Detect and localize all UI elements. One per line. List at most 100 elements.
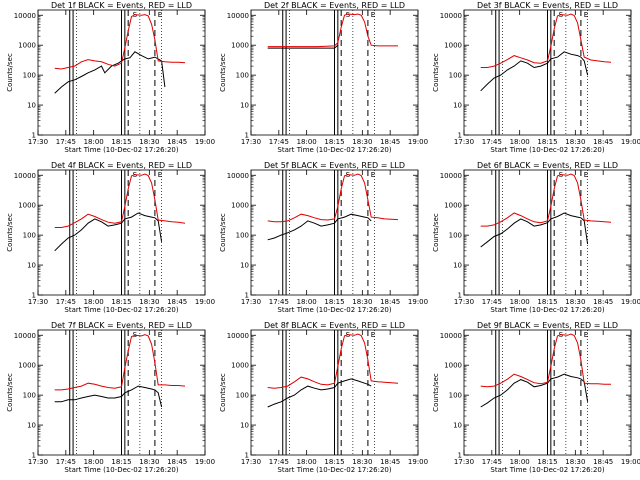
x-tick-label: 18:45 (380, 138, 400, 146)
lld-series-line (480, 13, 612, 68)
x-axis-label: Start Time (10-Dec-02 17:26:20) (64, 146, 178, 154)
x-axis-label: Start Time (10-Dec-02 17:26:20) (64, 306, 178, 314)
y-tick-label: 10000 (440, 12, 462, 20)
x-tick-label: 19:00 (408, 138, 428, 146)
x-tick-label: 17:30 (241, 138, 261, 146)
x-tick-label: 17:45 (56, 138, 76, 146)
x-tick-label: 17:45 (56, 298, 76, 306)
y-tick-label: 10 (27, 262, 36, 270)
events-series-line (267, 378, 372, 408)
lld-series-line (267, 173, 399, 223)
y-axis-label: Counts/sec (432, 53, 440, 92)
panel-5: Det 5f BLACK = Events, RED = LLD 1 10 100 10… (219, 161, 428, 314)
y-tick-label: 1 (32, 292, 36, 300)
x-tick-label: 18:30 (352, 138, 372, 146)
events-series-line (54, 212, 163, 252)
y-tick-label: 1000 (231, 362, 249, 370)
x-tick-label: 17:30 (454, 458, 474, 466)
x-tick-label: 17:30 (454, 138, 474, 146)
x-tick-label: 17:30 (241, 458, 261, 466)
marker-letter: E (371, 11, 375, 19)
x-tick-label: 18:30 (139, 458, 159, 466)
y-tick-label: 1 (245, 452, 249, 460)
y-tick-label: 10 (27, 102, 36, 110)
x-tick-label: 18:15 (324, 138, 344, 146)
marker-letter: E (371, 331, 375, 339)
x-tick-label: 18:45 (380, 298, 400, 306)
panel-7: Det 7f BLACK = Events, RED = LLD 1 10 100 10… (6, 321, 215, 474)
x-tick-label: 18:00 (510, 138, 530, 146)
y-axis-label: Counts/sec (6, 213, 14, 252)
y-tick-label: 1000 (231, 202, 249, 210)
marker-letter: E (371, 171, 375, 179)
y-tick-label: 1000 (444, 362, 462, 370)
y-tick-label: 1000 (18, 42, 36, 50)
y-tick-label: 10 (240, 102, 249, 110)
x-tick-label: 18:30 (565, 298, 585, 306)
x-tick-label: 17:45 (269, 138, 289, 146)
y-axis-label: Counts/sec (219, 53, 227, 92)
y-tick-label: 100 (236, 392, 249, 400)
x-tick-label: 18:30 (565, 138, 585, 146)
x-tick-label: 18:30 (352, 298, 372, 306)
y-tick-label: 10 (453, 262, 462, 270)
x-tick-label: 19:00 (408, 298, 428, 306)
events-series-line (267, 44, 339, 49)
x-tick-label: 18:15 (111, 458, 131, 466)
y-tick-label: 1 (458, 132, 462, 140)
x-tick-label: 18:00 (297, 138, 317, 146)
x-tick-label: 19:00 (621, 138, 640, 146)
x-tick-label: 18:00 (84, 138, 104, 146)
y-axis-label: Counts/sec (432, 213, 440, 252)
lld-series-line (267, 13, 398, 48)
panel-title: Det 4f BLACK = Events, RED = LLD (51, 161, 192, 170)
x-axis-label: Start Time (10-Dec-02 17:26:20) (490, 306, 604, 314)
x-tick-label: 18:45 (167, 138, 187, 146)
y-tick-label: 1 (245, 292, 249, 300)
y-axis-label: Counts/sec (432, 373, 440, 412)
x-tick-label: 18:00 (297, 298, 317, 306)
y-tick-label: 1 (458, 452, 462, 460)
x-tick-label: 19:00 (621, 298, 640, 306)
marker-letter: S (346, 11, 351, 19)
y-tick-label: 1000 (18, 362, 36, 370)
y-tick-label: 10000 (14, 172, 36, 180)
y-tick-label: 10000 (227, 12, 249, 20)
y-axis-label: Counts/sec (219, 213, 227, 252)
panel-6: Det 6f BLACK = Events, RED = LLD 1 10 100 10… (432, 161, 640, 314)
events-series-line (54, 385, 163, 408)
y-tick-label: 1000 (444, 42, 462, 50)
x-axis-label: Start Time (10-Dec-02 17:26:20) (277, 466, 391, 474)
panel-title: Det 1f BLACK = Events, RED = LLD (51, 1, 192, 10)
x-tick-label: 18:15 (324, 298, 344, 306)
x-tick-label: 18:15 (537, 458, 557, 466)
x-tick-label: 17:30 (28, 138, 48, 146)
y-tick-label: 10000 (440, 172, 462, 180)
y-tick-label: 10000 (227, 332, 249, 340)
y-axis-label: Counts/sec (6, 53, 14, 92)
events-series-line (54, 51, 166, 94)
x-tick-label: 18:00 (84, 298, 104, 306)
y-tick-label: 10 (453, 422, 462, 430)
y-tick-label: 100 (236, 232, 249, 240)
y-tick-label: 1 (32, 132, 36, 140)
panel-title: Det 2f BLACK = Events, RED = LLD (264, 1, 405, 10)
x-tick-label: 18:30 (139, 298, 159, 306)
x-tick-label: 18:15 (324, 458, 344, 466)
x-tick-label: 19:00 (195, 458, 215, 466)
x-tick-label: 17:30 (28, 458, 48, 466)
lld-series-line (54, 334, 186, 391)
y-tick-label: 10 (240, 262, 249, 270)
panel-1: Det 1f BLACK = Events, RED = LLD 1 10 100 10… (6, 1, 215, 154)
y-axis-label: Counts/sec (219, 373, 227, 412)
lld-series-line (480, 173, 612, 227)
y-tick-label: 10 (27, 422, 36, 430)
y-axis-label: Counts/sec (6, 373, 14, 412)
x-axis-label: Start Time (10-Dec-02 17:26:20) (490, 466, 604, 474)
x-tick-label: 18:15 (111, 298, 131, 306)
x-tick-label: 18:45 (593, 138, 613, 146)
x-tick-label: 18:15 (537, 138, 557, 146)
y-tick-label: 10000 (14, 332, 36, 340)
y-tick-label: 100 (449, 72, 462, 80)
